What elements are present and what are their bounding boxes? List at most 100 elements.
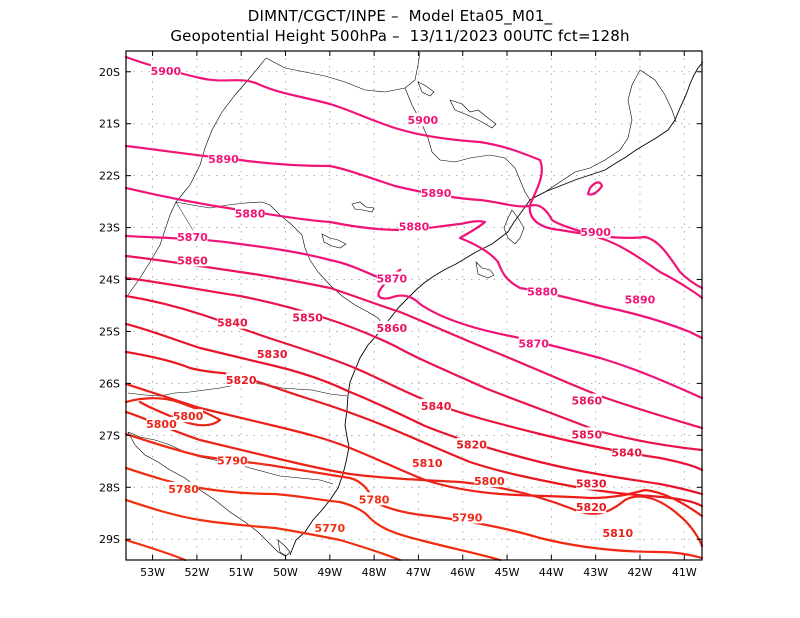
- contour-label-5900: 5900: [151, 65, 182, 78]
- contour-label-background: [421, 185, 452, 199]
- contour-label-5800: 5800: [173, 410, 204, 423]
- contour-label-background: [576, 476, 607, 490]
- contour-label-5780: 5780: [168, 483, 199, 496]
- contour-label-background: [571, 427, 602, 441]
- lon-tick-label: 51W: [229, 566, 254, 579]
- contour-line-5880: [124, 186, 704, 340]
- contour-label-background: [407, 113, 438, 127]
- contour-label-5830: 5830: [257, 348, 288, 361]
- contour-label-background: [226, 372, 257, 386]
- atlantic-coastline: [289, 61, 704, 556]
- contour-label-5840: 5840: [611, 447, 642, 460]
- contour-label-5850: 5850: [571, 428, 602, 441]
- contour-label-background: [146, 416, 177, 430]
- lon-tick-label: 42W: [628, 566, 653, 579]
- contour-label-5780: 5780: [359, 493, 390, 506]
- chart-title-line-2: Geopotential Height 500hPa – 13/11/2023 …: [170, 27, 630, 45]
- contour-label-5900: 5900: [408, 114, 439, 127]
- contour-label-background: [452, 510, 483, 524]
- contour-line-5800: [124, 397, 222, 427]
- reservoir-3: [417, 81, 435, 97]
- contour-label-background: [168, 481, 199, 495]
- contour-label-background: [208, 152, 239, 166]
- lat-tick-label: 21S: [99, 118, 120, 131]
- lon-tick-label: 44W: [539, 566, 564, 579]
- contour-label-background: [217, 315, 248, 329]
- ilha-grande: [475, 261, 495, 279]
- contour-label-background: [150, 63, 181, 77]
- lon-tick-label: 47W: [406, 566, 431, 579]
- contour-label-background: [235, 206, 266, 220]
- border-paraguay-argentina: [127, 201, 177, 296]
- lat-tick-label: 26S: [99, 377, 120, 390]
- contour-label-5830: 5830: [576, 478, 607, 491]
- lat-tick-label: 28S: [99, 481, 120, 494]
- contour-label-5860: 5860: [377, 322, 408, 335]
- lon-tick-label: 53W: [140, 566, 165, 579]
- contour-line-5770: [124, 538, 187, 562]
- contour-label-background: [624, 292, 655, 306]
- contour-label-5810: 5810: [603, 527, 634, 540]
- lon-tick-label: 43W: [583, 566, 608, 579]
- state-border-ms-sp: [175, 57, 267, 203]
- contour-label-5820: 5820: [226, 374, 257, 387]
- reservoir-1: [351, 201, 375, 213]
- state-border-mg-es: [639, 69, 677, 123]
- contour-label-5800: 5800: [474, 475, 505, 488]
- contour-label-background: [518, 336, 549, 350]
- contour-label-background: [292, 310, 323, 324]
- lat-tick-label: 29S: [99, 533, 120, 546]
- contour-label-5880: 5880: [527, 286, 558, 299]
- contour-label-background: [359, 492, 390, 506]
- height-contours: [124, 55, 704, 562]
- lat-tick-label: 24S: [99, 274, 120, 287]
- contour-label-5850: 5850: [292, 311, 323, 324]
- contour-label-5900: 5900: [580, 226, 611, 239]
- guanabara-bay: [503, 209, 525, 245]
- contour-label-background: [399, 219, 429, 233]
- contour-line-5780: [124, 466, 502, 562]
- contour-label-5870: 5870: [177, 231, 208, 244]
- contour-label-background: [576, 500, 607, 514]
- lon-tick-label: 41W: [672, 566, 697, 579]
- border-argentina-rs: [127, 431, 286, 557]
- contour-label-5890: 5890: [208, 153, 239, 166]
- contour-label-background: [611, 445, 642, 459]
- contour-label-5820: 5820: [576, 501, 607, 514]
- contour-label-5870: 5870: [518, 337, 549, 350]
- contour-label-background: [173, 409, 204, 423]
- contour-label-5820: 5820: [456, 439, 487, 452]
- contour-label-5860: 5860: [571, 395, 602, 408]
- axis-ticks: 20S 21S 22S 23S 24S 25S 26S 27S 28S 29S 53W 52W 51W 5…: [99, 51, 702, 579]
- lat-tick-label: 25S: [99, 325, 120, 338]
- lon-tick-label: 50W: [273, 566, 298, 579]
- contour-label-5880: 5880: [399, 221, 430, 234]
- lat-tick-label: 27S: [99, 429, 120, 442]
- state-border-sp-pr: [269, 204, 385, 327]
- contour-line-5830: [124, 322, 704, 496]
- state-border-mg-rj: [529, 69, 641, 201]
- reservoir-2: [321, 233, 347, 249]
- contour-label-5870: 5870: [377, 273, 408, 286]
- contour-label-background: [177, 229, 208, 243]
- height-contour-labels: 5900 5900 5900 5890 5890 5890 5880 5880 5880 5870…: [146, 63, 656, 540]
- state-border-sp-mg-2: [404, 87, 531, 201]
- contour-line-5890: [124, 144, 704, 300]
- contour-line-5770: [124, 498, 402, 562]
- contour-label-background: [456, 437, 487, 451]
- furnas-lake: [449, 99, 497, 129]
- lat-tick-label: 23S: [99, 222, 120, 235]
- contour-label-background: [412, 455, 443, 469]
- contour-label-background: [527, 284, 558, 298]
- contour-label-background: [376, 320, 407, 334]
- contour-line-5900: [586, 181, 604, 196]
- contour-label-5810: 5810: [412, 457, 443, 470]
- contour-label-background: [474, 474, 505, 488]
- state-border-sp-mg: [265, 51, 421, 93]
- contour-label-5800: 5800: [146, 418, 177, 431]
- lon-tick-label: 45W: [495, 566, 520, 579]
- lon-tick-label: 49W: [317, 566, 342, 579]
- lat-tick-label: 22S: [99, 170, 120, 183]
- contour-label-5890: 5890: [421, 187, 452, 200]
